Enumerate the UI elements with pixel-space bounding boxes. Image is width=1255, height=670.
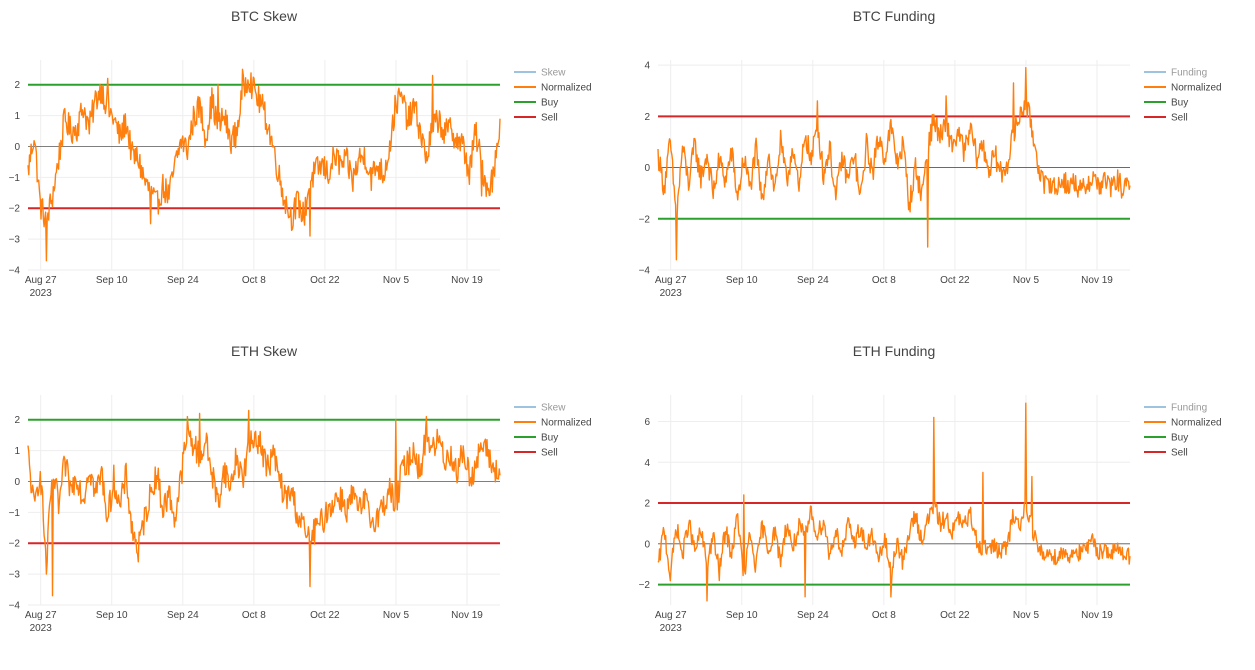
x-tick-label: Oct 8 <box>872 275 896 286</box>
chart-svg: ETH Skew −4 −3 −2 −1 0 1 2 Aug 27 Sep 10 Sep 24 Oct… <box>9 343 592 634</box>
series-line-normalized <box>27 68 501 262</box>
chart-title: ETH Funding <box>853 343 935 359</box>
x-year-label: 2023 <box>30 623 53 634</box>
x-tick-label: Oct 22 <box>940 610 970 621</box>
chart-eth-skew: ETH Skew −4 −3 −2 −1 0 1 2 Aug 27 Sep 10 Sep 24 Oct… <box>0 335 620 670</box>
y-tick-label: −2 <box>9 204 21 215</box>
legend-entry[interactable]: Skew <box>541 68 566 79</box>
x-tick-label: Nov 5 <box>1013 275 1040 286</box>
chart-btc-skew: BTC Skew −4 −3 −2 −1 0 1 2 Aug 27 Sep 10 Sep 24 Oct… <box>0 0 620 335</box>
legend-entry[interactable]: Normalized <box>541 418 592 429</box>
legend-entry[interactable]: Sell <box>1171 113 1188 124</box>
x-tick-label: Aug 27 <box>655 610 687 621</box>
chart-svg: BTC Funding −4 −2 0 2 4 Aug 27 Sep 10 Sep 24 Oct … <box>639 8 1222 299</box>
chart-svg: ETH Funding −2 0 2 4 6 Aug 27 Sep 10 Sep 24 Oct 8… <box>639 343 1222 634</box>
y-tick-label: 0 <box>14 477 20 488</box>
chart-svg: BTC Skew −4 −3 −2 −1 0 1 2 Aug 27 Sep 10 Sep 24 Oct… <box>9 8 592 299</box>
y-tick-label: 6 <box>644 417 650 428</box>
series-line-normalized <box>657 67 1131 261</box>
y-tick-label: 2 <box>644 499 650 510</box>
legend-entry[interactable]: Skew <box>541 403 566 414</box>
legend-entry[interactable]: Buy <box>541 433 558 444</box>
y-tick-label: 2 <box>644 112 650 123</box>
legend-entry[interactable]: Normalized <box>1171 83 1222 94</box>
legend-entry[interactable]: Sell <box>1171 448 1188 459</box>
chart-eth-funding: ETH Funding −2 0 2 4 6 Aug 27 Sep 10 Sep 24 Oct 8… <box>630 335 1250 670</box>
y-tick-label: −2 <box>639 580 651 591</box>
y-tick-label: 1 <box>14 446 20 457</box>
x-tick-label: Oct 22 <box>940 275 970 286</box>
legend-entry[interactable]: Buy <box>1171 98 1188 109</box>
x-tick-label: Nov 19 <box>451 275 483 286</box>
series-line-normalized <box>27 409 501 597</box>
y-tick-label: −4 <box>9 601 21 612</box>
x-tick-label: Sep 24 <box>797 275 829 286</box>
x-year-label: 2023 <box>660 288 683 299</box>
legend-entry[interactable]: Normalized <box>541 83 592 94</box>
x-tick-label: Oct 8 <box>872 610 896 621</box>
y-tick-label: 0 <box>644 539 650 550</box>
y-tick-label: −3 <box>9 235 21 246</box>
legend-entry[interactable]: Buy <box>1171 433 1188 444</box>
legend-entry[interactable]: Buy <box>541 98 558 109</box>
y-tick-label: −1 <box>9 508 21 519</box>
y-tick-label: −4 <box>639 266 651 277</box>
y-tick-label: −2 <box>9 539 21 550</box>
chart-btc-funding: BTC Funding −4 −2 0 2 4 Aug 27 Sep 10 Sep 24 Oct … <box>630 0 1250 335</box>
legend-entry[interactable]: Sell <box>541 448 558 459</box>
y-tick-label: 2 <box>14 80 20 91</box>
legend-entry[interactable]: Sell <box>541 113 558 124</box>
y-tick-label: −2 <box>639 214 651 225</box>
x-tick-label: Nov 19 <box>451 610 483 621</box>
y-tick-label: −4 <box>9 266 21 277</box>
x-tick-label: Sep 24 <box>797 610 829 621</box>
x-year-label: 2023 <box>660 623 683 634</box>
legend-entry[interactable]: Funding <box>1171 403 1207 414</box>
x-tick-label: Sep 10 <box>726 275 758 286</box>
legend-entry[interactable]: Funding <box>1171 68 1207 79</box>
x-tick-label: Aug 27 <box>25 275 57 286</box>
series-line-normalized <box>657 402 1131 602</box>
legend-entry[interactable]: Normalized <box>1171 418 1222 429</box>
chart-title: BTC Skew <box>231 8 298 24</box>
x-tick-label: Oct 22 <box>310 275 340 286</box>
x-tick-label: Oct 8 <box>242 610 266 621</box>
x-tick-label: Sep 10 <box>96 610 128 621</box>
y-tick-label: 4 <box>644 458 650 469</box>
y-tick-label: −3 <box>9 570 21 581</box>
x-tick-label: Aug 27 <box>25 610 57 621</box>
x-year-label: 2023 <box>30 288 53 299</box>
x-tick-label: Sep 24 <box>167 275 199 286</box>
y-tick-label: 2 <box>14 415 20 426</box>
x-tick-label: Sep 10 <box>726 610 758 621</box>
y-tick-label: 4 <box>644 61 650 72</box>
y-tick-label: 0 <box>14 142 20 153</box>
x-tick-label: Oct 8 <box>242 275 266 286</box>
x-tick-label: Nov 19 <box>1081 275 1113 286</box>
x-tick-label: Nov 5 <box>383 610 410 621</box>
x-tick-label: Sep 24 <box>167 610 199 621</box>
x-tick-label: Oct 22 <box>310 610 340 621</box>
chart-title: BTC Funding <box>853 8 935 24</box>
x-tick-label: Nov 5 <box>1013 610 1040 621</box>
chart-title: ETH Skew <box>231 343 298 359</box>
y-tick-label: 0 <box>644 163 650 174</box>
y-tick-label: −1 <box>9 173 21 184</box>
x-tick-label: Aug 27 <box>655 275 687 286</box>
x-tick-label: Nov 5 <box>383 275 410 286</box>
y-tick-label: 1 <box>14 111 20 122</box>
x-tick-label: Sep 10 <box>96 275 128 286</box>
x-tick-label: Nov 19 <box>1081 610 1113 621</box>
